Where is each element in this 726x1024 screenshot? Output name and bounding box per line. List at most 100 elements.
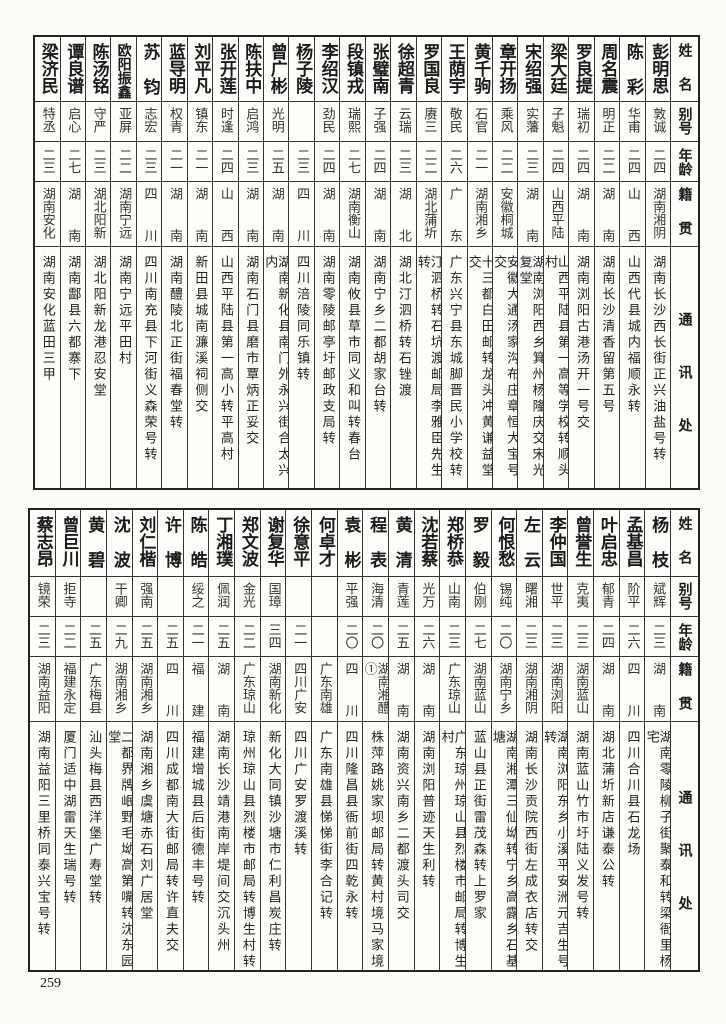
person-column: 陈汤铭 守严 二三 湖北阳新 湖北阳新龙港忍安堂 (84, 37, 111, 488)
person-column: 沈波 干卿 二九 湖南湘乡 二都界牌岷野毛坳高第嘴转沈东园堂 (105, 510, 132, 970)
origin-text: 广东南雄 (316, 662, 332, 714)
address-text: 湖南长沙靖港南岸堤间交沉头州 (214, 730, 230, 954)
age-text: 二〇 (368, 623, 384, 649)
address-cell: 四川南充县下河街义森荣号转 (137, 247, 161, 488)
address-cell: 湖南资兴南乡二都渡头司交 (389, 722, 414, 970)
origin-cell: 湖南 (187, 182, 213, 247)
age-text: 二三 (243, 148, 259, 174)
address-cell: 四川涪陵同乐镇转 (289, 247, 313, 488)
age-text: 二三 (573, 623, 589, 649)
age-cell: 二〇 (363, 617, 388, 657)
origin-cell: 湖南 (414, 657, 440, 722)
address-text: 蓝山县正街雷茂森转上罗家 (470, 730, 486, 922)
origin-text: 广东梅县 (86, 662, 102, 714)
alias-cell: 斌辉 (645, 577, 670, 617)
address-cell: 琼州琼山县烈楼市邮局转博生村转 (235, 722, 260, 970)
address-cell: 汀泗桥转石坑渡邮局李雅臣先生转 (417, 247, 441, 488)
alias-text: 金光 (239, 582, 255, 608)
address-text: 山西平陆县第一高小转平高村 (217, 255, 233, 463)
alias-cell: 海清 (363, 577, 388, 617)
address-cell: 广东琼州琼山县烈楼市邮局转博生村 (440, 722, 465, 970)
name-text: 王荫宇 (444, 43, 465, 94)
address-text: 湖南湘潭三仙坳转宁乡高露乡石基塘 (491, 730, 517, 970)
address-cell: 湖南酃县六都寨下 (61, 247, 85, 488)
name-cell: 刘仁楷 (132, 510, 158, 577)
alias-text: 伯刚 (470, 582, 486, 608)
address-cell: 十三都白田邮转龙头冲黄谦益堂交 (468, 247, 492, 488)
age-text: 二二 (239, 623, 255, 649)
origin-cell: 湖南 (365, 182, 391, 247)
origin-cell: 湖南湘阴 (645, 182, 670, 247)
address-cell: 湖南浏阳西乡箕州杨隆庆交宋光复堂 (518, 247, 542, 488)
origin-cell: 湖南 (645, 657, 670, 722)
age-cell: 二五 (264, 142, 289, 182)
name-cell: 郑文波 (235, 510, 260, 577)
age-text: 二三 (141, 148, 157, 174)
age-cell: 二三 (517, 617, 542, 657)
header-cell-name: 姓名 (671, 510, 698, 577)
age-text: 二六 (419, 623, 435, 649)
person-column: 陈皓 绥之 二一 福建 福建增城县后街德丰号转 (182, 510, 209, 970)
origin-text: 湖南湘阴 (650, 187, 666, 239)
age-text: 二二 (60, 623, 76, 649)
alias-text: 光万 (419, 582, 435, 608)
address-cell: 湖北阳新龙港忍安堂 (86, 247, 110, 488)
name-text: 谢复华 (263, 516, 284, 567)
address-cell: 湖南长沙西长街正兴油盐号转 (646, 247, 670, 488)
name-cell: 谭良谱 (60, 37, 85, 102)
name-text: 段镇戎 (343, 43, 364, 94)
name-cell: 杨子陵 (289, 37, 314, 102)
header-cell-alias: 别号 (671, 577, 698, 617)
age-text: 二一 (472, 148, 488, 174)
alias-cell: 子魁 (543, 102, 569, 142)
alias-cell (286, 577, 312, 617)
alias-text: 海清 (368, 582, 384, 608)
alias-text: 子强 (370, 107, 386, 133)
name-text: 刘仁楷 (135, 516, 156, 567)
origin-cell: 湖南 (264, 182, 289, 247)
header-cell-age: 年龄 (671, 617, 698, 657)
name-text: 曾巨川 (58, 516, 79, 567)
origin-text: 安徽桐城 (497, 187, 513, 239)
address-cell: 湖南安化蓝田三甲 (35, 247, 59, 488)
address-text: 广东南雄县悌悌街李合记转 (316, 730, 332, 922)
age-cell: 二二 (235, 617, 260, 657)
alias-cell: 亚屏 (111, 102, 136, 142)
name-text: 袁彬 (340, 516, 361, 568)
alias-text: 郁青 (598, 582, 614, 608)
name-cell: 丁湘璞 (209, 510, 235, 577)
alias-text: 启心 (65, 107, 81, 133)
alias-text: 世平 (547, 582, 563, 608)
name-cell: 段镇戎 (340, 37, 365, 102)
header-label: 籍贯 (676, 187, 693, 235)
alias-cell (158, 577, 183, 617)
age-text: 二三 (34, 623, 50, 649)
alias-text: 云瑞 (395, 107, 411, 133)
origin-text: 湖北阳新 (90, 187, 106, 239)
name-cell: 曾巨川 (55, 510, 81, 577)
header-label: 姓名 (676, 43, 693, 91)
age-text: 二三 (521, 623, 537, 649)
origin-text: 湖南 (370, 187, 386, 242)
name-cell: 苏钧 (136, 37, 162, 102)
address-cell: 广东南雄县悌悌街李合记转 (312, 722, 337, 970)
origin-text: 湖南 (319, 187, 335, 242)
address-text: 琼州琼山县烈楼市邮局转博生村转 (239, 730, 255, 970)
origin-text: 四川 (294, 187, 310, 242)
address-text: 广东兴宁县东城脚晋民小学校转 (446, 255, 462, 479)
alias-text: 强南 (137, 582, 153, 608)
age-text: 二三 (90, 148, 106, 174)
address-text: 湖北蒲圻新店谦泰公转 (598, 730, 614, 890)
alias-cell: 时逢 (213, 102, 238, 142)
age-cell: 二三 (136, 142, 162, 182)
age-text: 二七 (345, 148, 361, 174)
age-cell: 二四 (645, 142, 670, 182)
header-label: 通讯处 (676, 790, 693, 910)
name-text: 欧阳振鑫 (115, 43, 132, 99)
address-cell: 四川广安罗渡溪转 (286, 722, 311, 970)
name-text: 程表 (366, 516, 387, 568)
person-column: 陈彩 华甫 二四 山西 山西代县城内福顺永转 (619, 37, 645, 488)
origin-cell: 广东梅县 (81, 657, 106, 722)
address-cell: 新化大同镇沙塘市仁利昌炭庄转 (261, 722, 286, 970)
age-text: 二二 (497, 148, 513, 174)
